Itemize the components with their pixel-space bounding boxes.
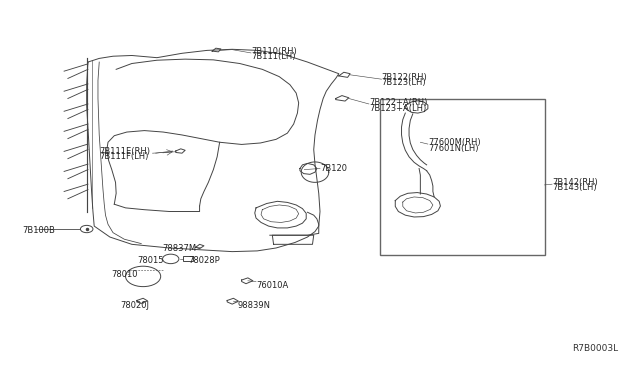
Text: 78020J: 78020J: [120, 301, 150, 310]
Bar: [183, 256, 193, 262]
Text: 7B123(LH): 7B123(LH): [381, 78, 426, 87]
Text: 7B143(LH): 7B143(LH): [552, 183, 596, 192]
Text: R7B0003L: R7B0003L: [572, 344, 618, 353]
Text: 7B100B: 7B100B: [22, 226, 55, 235]
Text: 78010: 78010: [112, 270, 138, 279]
Bar: [380, 99, 545, 255]
Text: 7B122(RH): 7B122(RH): [381, 73, 428, 82]
Text: 7B120: 7B120: [320, 164, 347, 173]
Text: 76010A: 76010A: [256, 280, 288, 290]
Text: 98839N: 98839N: [237, 301, 270, 310]
Text: 7B111(LH): 7B111(LH): [251, 52, 296, 61]
Text: 7B111E(RH): 7B111E(RH): [99, 147, 150, 156]
Text: 7B111F(LH): 7B111F(LH): [99, 153, 148, 161]
Text: 78028P: 78028P: [188, 256, 220, 265]
Text: 78837M: 78837M: [162, 244, 196, 253]
Text: 7B122+A(RH): 7B122+A(RH): [369, 98, 428, 108]
Text: 7B142(RH): 7B142(RH): [552, 178, 598, 187]
Text: 77601N(LH): 77601N(LH): [428, 144, 478, 153]
Text: 78015: 78015: [137, 256, 163, 265]
Text: 7B110(RH): 7B110(RH): [251, 46, 297, 55]
Text: 7B123+A(LH): 7B123+A(LH): [369, 104, 426, 113]
Text: 77600M(RH): 77600M(RH): [428, 138, 481, 147]
